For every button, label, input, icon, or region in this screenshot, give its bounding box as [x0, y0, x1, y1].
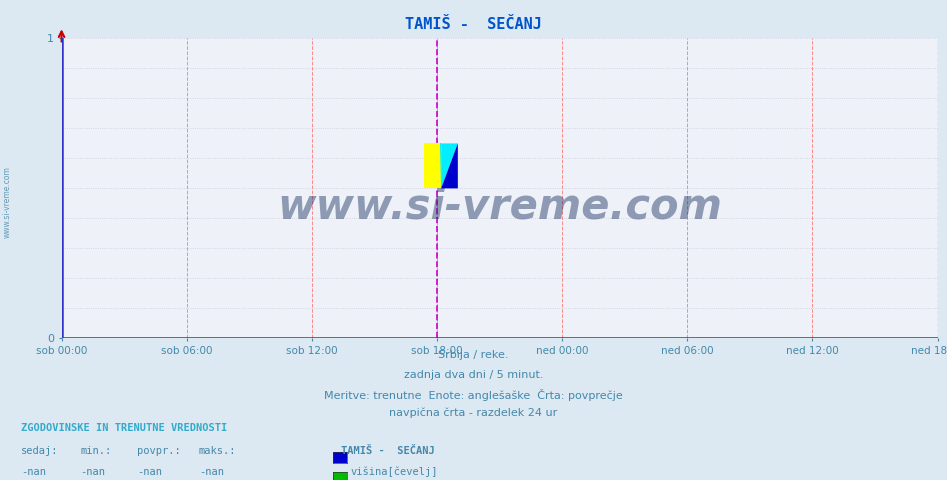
Text: zadnja dva dni / 5 minut.: zadnja dva dni / 5 minut. [403, 370, 544, 380]
Polygon shape [441, 144, 457, 188]
Bar [424, 144, 441, 188]
Text: Srbija / reke.: Srbija / reke. [438, 350, 509, 360]
Text: višina[čevelj]: višina[čevelj] [350, 467, 438, 477]
Text: Meritve: trenutne  Enote: anglešaške  Črta: povprečje: Meritve: trenutne Enote: anglešaške Črta… [324, 389, 623, 401]
Text: navpična črta - razdelek 24 ur: navpična črta - razdelek 24 ur [389, 408, 558, 419]
Text: min.:: min.: [80, 446, 112, 456]
Text: TAMIŠ -  SEČANJ: TAMIŠ - SEČANJ [405, 17, 542, 32]
Polygon shape [441, 144, 457, 188]
Text: -nan: -nan [199, 467, 223, 477]
Text: -nan: -nan [21, 467, 45, 477]
Polygon shape [440, 144, 441, 188]
Text: www.si-vreme.com: www.si-vreme.com [277, 185, 722, 228]
Text: ZGODOVINSKE IN TRENUTNE VREDNOSTI: ZGODOVINSKE IN TRENUTNE VREDNOSTI [21, 423, 227, 433]
Text: -nan: -nan [137, 467, 162, 477]
Text: www.si-vreme.com: www.si-vreme.com [3, 166, 12, 238]
Text: sedaj:: sedaj: [21, 446, 59, 456]
Text: TAMIŠ -  SEČANJ: TAMIŠ - SEČANJ [341, 446, 435, 456]
Text: povpr.:: povpr.: [137, 446, 181, 456]
Text: -nan: -nan [80, 467, 105, 477]
Text: maks.:: maks.: [199, 446, 237, 456]
